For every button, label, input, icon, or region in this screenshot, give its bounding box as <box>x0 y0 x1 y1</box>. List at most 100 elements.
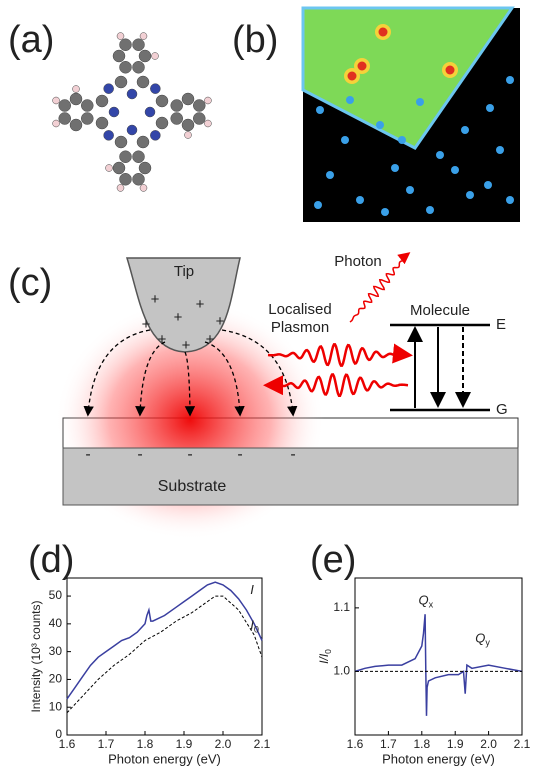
atom <box>96 117 108 129</box>
atom <box>113 50 125 62</box>
charge: - <box>187 446 192 463</box>
atom <box>127 125 137 135</box>
atom <box>204 120 211 127</box>
atom <box>150 130 160 140</box>
stm-dot <box>356 196 364 204</box>
atom <box>182 93 194 105</box>
atom <box>117 184 124 191</box>
annotation: I0 <box>250 618 259 635</box>
atom <box>133 151 145 163</box>
charge: - <box>237 446 242 463</box>
x-tick-label: 1.9 <box>447 737 464 751</box>
stm-dot <box>326 171 334 179</box>
stm-dot <box>451 166 459 174</box>
panel-label: (c) <box>8 262 52 304</box>
stm-dot <box>426 206 434 214</box>
stm-blob <box>358 62 367 71</box>
x-tick-label: 1.6 <box>347 737 364 751</box>
x-tick-label: 1.7 <box>380 737 397 751</box>
atom <box>133 61 145 73</box>
stm-dot <box>416 98 424 106</box>
stm-blob <box>446 66 455 75</box>
atom <box>150 84 160 94</box>
atom <box>109 107 119 117</box>
atom <box>115 136 127 148</box>
annotation: Q <box>418 593 428 608</box>
x-tick-label: 1.8 <box>413 737 430 751</box>
annotation: Q <box>475 631 485 646</box>
substrate-label: Substrate <box>158 478 227 495</box>
charge: - <box>290 446 295 463</box>
atom <box>193 100 205 112</box>
plot-frame <box>355 578 522 735</box>
x-tick-label: 2.0 <box>215 737 232 751</box>
stm-dot <box>496 146 504 154</box>
atom <box>156 95 168 107</box>
atom <box>171 113 183 125</box>
atom <box>96 95 108 107</box>
atom <box>139 50 151 62</box>
atom <box>156 117 168 129</box>
stm-dot <box>376 121 384 129</box>
charge: + <box>196 296 205 313</box>
panel-label: (e) <box>310 539 356 581</box>
atom <box>171 100 183 112</box>
x-axis-label: Photon energy (eV) <box>382 751 495 766</box>
atom <box>193 113 205 125</box>
y-tick-label: 30 <box>49 644 63 658</box>
atom <box>120 151 132 163</box>
annotation: I <box>250 582 254 597</box>
x-tick-label: 1.9 <box>176 737 193 751</box>
atom <box>152 53 159 60</box>
atom <box>73 86 80 93</box>
y-tick-label: 1.1 <box>333 600 350 614</box>
x-tick-label: 2.1 <box>254 737 271 751</box>
stm-blob <box>348 72 357 81</box>
y-axis-label: 0 <box>323 649 333 654</box>
charge: + <box>182 337 191 354</box>
atom <box>70 119 82 131</box>
y-tick-label: 20 <box>49 672 63 686</box>
charge: + <box>216 313 225 330</box>
stm-dot <box>506 196 514 204</box>
stm-dot <box>436 151 444 159</box>
plot-frame <box>67 578 262 735</box>
stm-dot <box>346 96 354 104</box>
level-label: E <box>496 316 506 333</box>
charge: + <box>142 316 151 333</box>
y-axis-label: I/I0 <box>317 649 333 664</box>
stm-dot <box>314 201 322 209</box>
tip-label: Tip <box>174 263 194 280</box>
y-tick-label: 10 <box>49 699 63 713</box>
stm-dot <box>484 181 492 189</box>
y-tick-label: 1.0 <box>333 664 350 678</box>
atom <box>120 61 132 73</box>
atom <box>145 107 155 117</box>
stm-dot <box>506 76 514 84</box>
stm-dot <box>316 106 324 114</box>
charge: + <box>158 331 167 348</box>
atom <box>113 162 125 174</box>
panel-label: (b) <box>232 19 278 61</box>
y-tick-label: 40 <box>49 616 63 630</box>
x-tick-label: 2.0 <box>480 737 497 751</box>
annotation: Qx <box>418 593 433 610</box>
y-tick-label: 0 <box>55 727 62 741</box>
atom <box>133 39 145 51</box>
atom <box>127 89 137 99</box>
stm-image <box>303 8 520 222</box>
diagram: Tip Localised Plasmon Photon Molecule E … <box>55 253 518 540</box>
atom <box>59 100 71 112</box>
x-tick-label: 1.8 <box>137 737 154 751</box>
level-label: G <box>496 401 508 418</box>
x-tick-label: 2.1 <box>514 737 531 751</box>
stm-dot <box>486 104 494 112</box>
charge: + <box>174 309 183 326</box>
stm-dot <box>341 136 349 144</box>
atom <box>117 33 124 40</box>
plasmon-label: Localised <box>268 301 331 318</box>
atom <box>59 113 71 125</box>
photon-label: Photon <box>334 253 382 270</box>
y-axis-label: Intensity (10³ counts) <box>29 600 43 712</box>
charge: - <box>85 446 90 463</box>
